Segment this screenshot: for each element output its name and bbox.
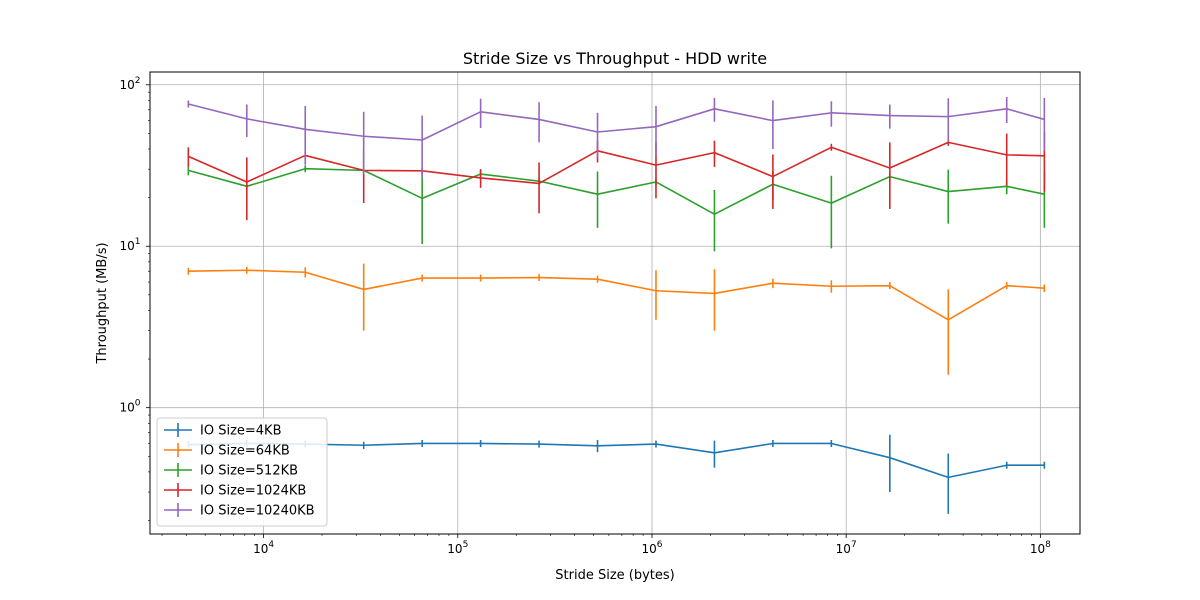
x-axis-label: Stride Size (bytes): [555, 568, 674, 583]
legend-label: IO Size=512KB: [200, 464, 298, 479]
legend-item: IO Size=4KB: [164, 423, 282, 439]
legend-label: IO Size=10240KB: [200, 504, 315, 519]
y-tick-label: 101: [119, 237, 140, 253]
x-tick-label: 104: [253, 540, 274, 556]
series-line: [188, 141, 1045, 185]
x-tick-label: 108: [1030, 540, 1051, 556]
legend-item: IO Size=1024KB: [164, 483, 306, 499]
y-tick-label: 102: [119, 76, 140, 92]
x-tick-label: 107: [836, 540, 857, 556]
grid: [150, 72, 1080, 534]
legend-box: [156, 417, 328, 527]
legend-item: IO Size=64KB: [164, 443, 290, 459]
series-line: [188, 103, 1045, 141]
legend: IO Size=4KB IO Size=64KB IO Size=512KB IO S…: [156, 417, 328, 527]
y-tick-label: 100: [119, 399, 140, 415]
plot-frame: [149, 71, 1081, 535]
legend-item: IO Size=10240KB: [164, 503, 315, 519]
series-2: [187, 263, 1046, 375]
series-line: [188, 442, 1045, 479]
legend-label: IO Size=4KB: [200, 424, 282, 439]
chart-title: Stride Size vs Throughput - HDD write: [463, 49, 767, 68]
y-axis-label: Throughput (MB/s): [95, 242, 110, 364]
series-layer: [187, 97, 1046, 514]
series-5: [187, 97, 1046, 178]
legend-label: IO Size=1024KB: [200, 484, 306, 499]
legend-item: IO Size=512KB: [164, 463, 298, 479]
series-line: [188, 269, 1045, 321]
x-tick-label: 105: [447, 540, 468, 556]
y-axis: 100 101 102: [119, 76, 150, 521]
legend-label: IO Size=64KB: [200, 444, 290, 459]
series-line: [188, 167, 1045, 215]
x-axis: 104 105 106 107 108: [161, 534, 1051, 556]
x-tick-label: 106: [641, 540, 662, 556]
